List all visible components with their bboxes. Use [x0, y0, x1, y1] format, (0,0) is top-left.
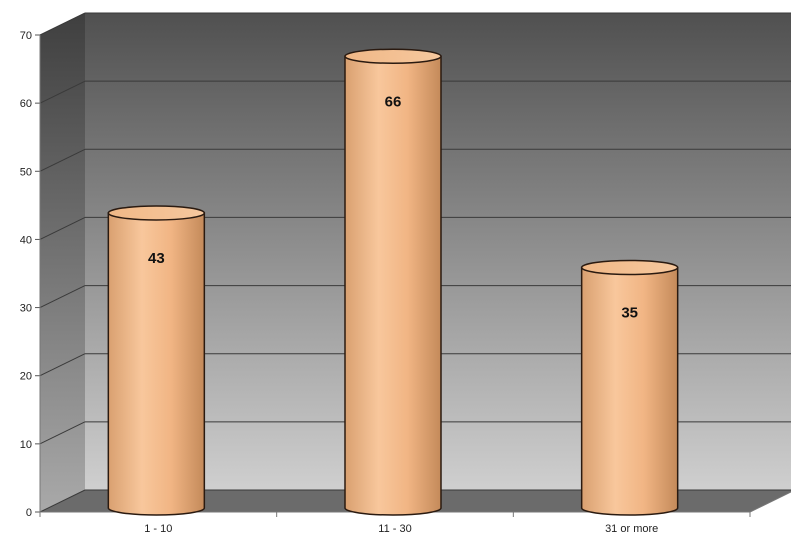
- gridline-side: [39, 489, 86, 513]
- x-tick-label: 1 - 10: [144, 523, 172, 535]
- bar-body: [344, 55, 442, 516]
- y-tick-label: 10: [20, 439, 32, 451]
- bar: [107, 205, 206, 516]
- y-tick-label: 60: [20, 98, 32, 110]
- y-tick-label: 40: [20, 234, 32, 246]
- y-tick-label: 20: [20, 371, 32, 383]
- gridline-side: [39, 80, 86, 104]
- gridline-side: [39, 216, 86, 240]
- data-label: 66: [385, 93, 402, 110]
- bar-body: [580, 266, 679, 516]
- x-tick-label: 31 or more: [605, 523, 658, 535]
- y-tick-label: 70: [20, 30, 32, 42]
- data-label: 43: [148, 250, 165, 267]
- floor-edge: [749, 491, 791, 513]
- bars: [107, 48, 679, 516]
- gridline-side: [39, 285, 86, 309]
- bar-cap: [344, 48, 442, 65]
- gridline-side: [39, 148, 86, 172]
- bar-cap: [107, 205, 206, 221]
- side-wall: [40, 13, 85, 512]
- gridline-side: [39, 353, 86, 377]
- y-tick-label: 30: [20, 303, 32, 315]
- y-tick-label: 50: [20, 166, 32, 178]
- gridline-side: [39, 421, 86, 445]
- bar-cap: [580, 259, 679, 276]
- bar: [344, 48, 442, 516]
- data-label: 35: [621, 305, 638, 322]
- gridline-side: [39, 12, 86, 36]
- labels: 0 10 20 30 40 50 60 70 43 1 - 10 66 11 - 30 35 31 or …: [20, 30, 659, 535]
- x-tick-label: 11 - 30: [378, 523, 411, 535]
- bar-body: [107, 212, 206, 516]
- y-tick-label: 0: [26, 507, 32, 519]
- bar: [580, 259, 679, 516]
